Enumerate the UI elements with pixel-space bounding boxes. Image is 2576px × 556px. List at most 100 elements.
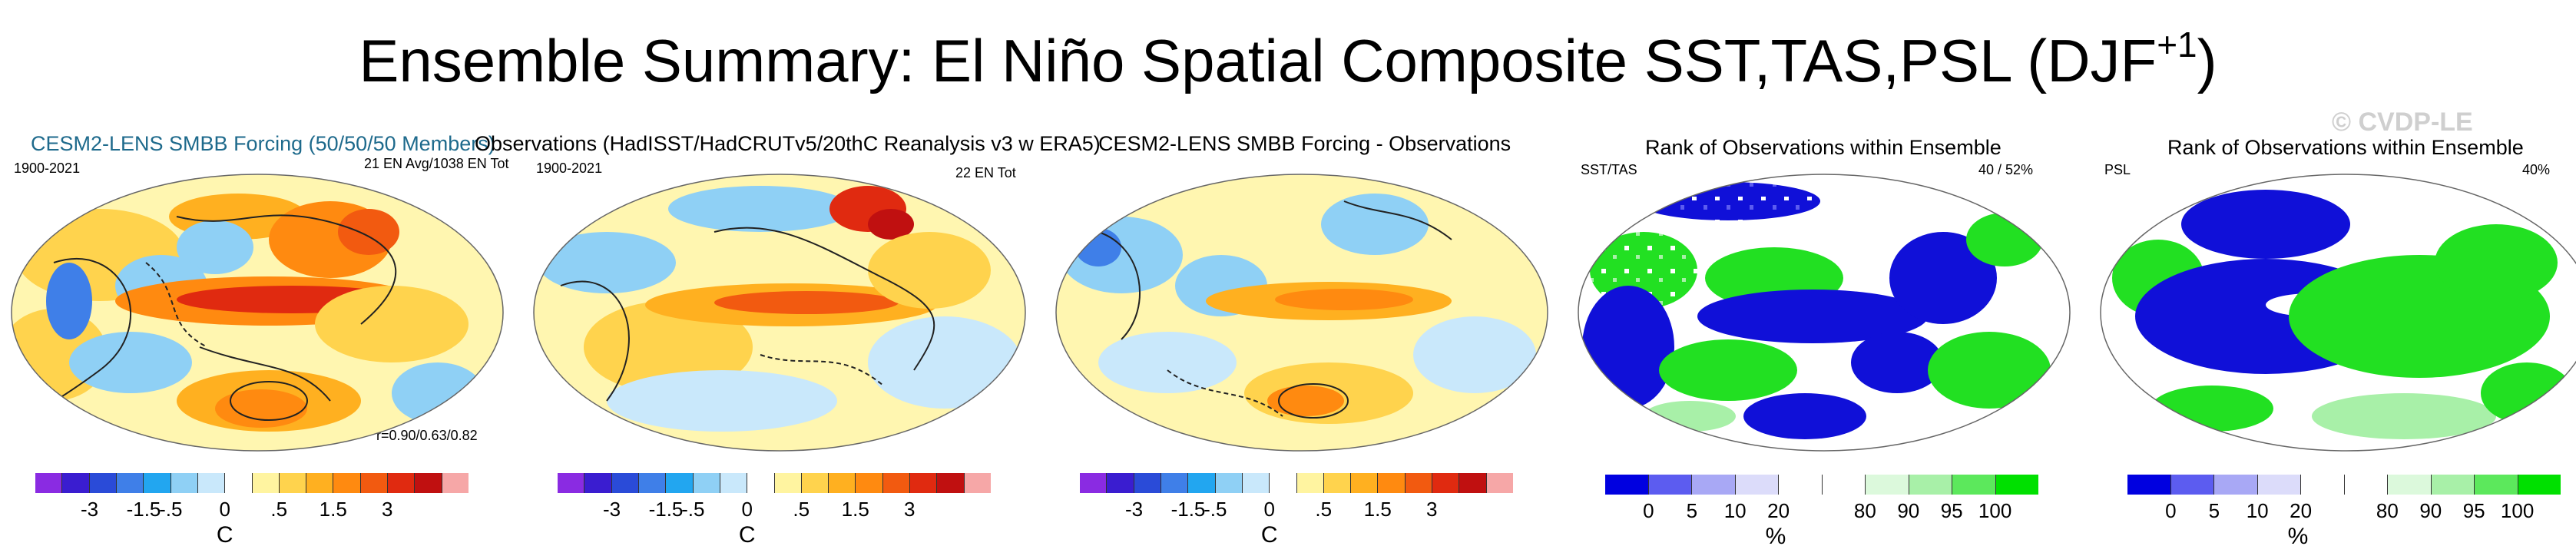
panel-1-stat: r=0.90/0.63/0.82 xyxy=(376,428,478,443)
colorbar-rank-tick: 20 xyxy=(2290,499,2313,522)
colorbar-segment xyxy=(2518,475,2561,495)
colorbar-rank-1 xyxy=(1605,475,2038,495)
colorbar-rank-unit: % xyxy=(1765,524,1786,549)
colorbar-segment xyxy=(2170,475,2214,495)
panel-2-period: 1900-2021 xyxy=(536,161,603,176)
colorbar-segment xyxy=(1995,475,2038,495)
colorbar-segment xyxy=(584,473,612,493)
colorbar-segment xyxy=(1735,475,1779,495)
panel-1-note: 21 EN Avg/1038 EN Tot xyxy=(364,156,509,171)
colorbar-segment xyxy=(1779,475,1823,495)
colorbar-rank-tick: 10 xyxy=(1723,499,1747,522)
colorbar-segment xyxy=(1378,473,1406,493)
map-rank-psl xyxy=(2100,174,2576,452)
map-observations-composite xyxy=(533,174,1026,452)
colorbar-segment xyxy=(2475,475,2518,495)
colorbar-temp-tick: -1.5 xyxy=(648,498,684,521)
colorbar-rank-tick: 5 xyxy=(2208,499,2220,522)
colorbar-temp-tick: -3 xyxy=(80,498,99,521)
colorbar-temp-tick: 3 xyxy=(904,498,916,521)
colorbar-temp-tick: -.5 xyxy=(159,498,183,521)
colorbar-temp-tick: 1.5 xyxy=(319,498,347,521)
panel-1-title: CESM2-LENS SMBB Forcing (50/50/50 Member… xyxy=(31,132,495,155)
colorbar-segment xyxy=(1405,473,1433,493)
colorbar-segment xyxy=(882,473,911,493)
colorbar-temp-tick: -3 xyxy=(1124,498,1144,521)
colorbar-segment xyxy=(1188,473,1216,493)
colorbar-rank-tick: 0 xyxy=(2165,499,2177,522)
colorbar-segment xyxy=(801,473,829,493)
colorbar-temp-unit: C xyxy=(216,522,233,548)
map-rank-sst-tas xyxy=(1578,174,2071,452)
colorbar-segment xyxy=(1909,475,1952,495)
colorbar-rank-tick: 95 xyxy=(1940,499,1963,522)
colorbar-segment xyxy=(638,473,667,493)
colorbar-temp-tick: -.5 xyxy=(681,498,705,521)
colorbar-segment xyxy=(279,473,307,493)
panel-5-title: Rank of Observations within Ensemble xyxy=(2167,136,2524,159)
colorbar-temp-tick: -1.5 xyxy=(1170,498,1206,521)
colorbar-segment xyxy=(1107,473,1134,493)
colorbar-segment xyxy=(1866,475,1909,495)
colorbar-segment xyxy=(774,473,802,493)
colorbar-segment xyxy=(1270,473,1297,493)
colorbar-temp-tick: .5 xyxy=(793,498,810,521)
colorbar-segment xyxy=(747,473,775,493)
colorbar-temp-tick: 1.5 xyxy=(1363,498,1392,521)
colorbar-rank-tick: 90 xyxy=(2419,499,2442,522)
colorbar-rank-tick: 80 xyxy=(2376,499,2399,522)
colorbar-segment xyxy=(116,473,144,493)
colorbar-rank-tick: 95 xyxy=(2462,499,2485,522)
colorbar-segment xyxy=(1692,475,1736,495)
watermark: © CVDP-LE xyxy=(2332,108,2473,137)
colorbar-segment xyxy=(252,473,280,493)
colorbar-segment xyxy=(611,473,639,493)
colorbar-segment xyxy=(225,473,253,493)
colorbar-temp-tick: -1.5 xyxy=(126,498,161,521)
panel-5-note: 40% xyxy=(2522,162,2551,177)
colorbar-segment xyxy=(1215,473,1243,493)
colorbar-segment xyxy=(89,473,117,493)
colorbar-segment xyxy=(35,473,63,493)
colorbar-segment xyxy=(2127,475,2171,495)
colorbar-rank-tick: 5 xyxy=(1686,499,1698,522)
colorbar-segment xyxy=(442,473,469,493)
colorbar-temp-2 xyxy=(558,473,991,493)
colorbar-segment xyxy=(856,473,883,493)
colorbar-segment xyxy=(1296,473,1324,493)
colorbar-segment xyxy=(197,473,226,493)
colorbar-temp-unit: C xyxy=(738,522,756,548)
colorbar-temp-3 xyxy=(1080,473,1513,493)
figure-title-close: ) xyxy=(2197,27,2217,94)
colorbar-segment xyxy=(171,473,198,493)
panel-4-note: 40 / 52% xyxy=(1978,162,2034,177)
figure-title-text: Ensemble Summary: El Niño Spatial Compos… xyxy=(359,27,2157,94)
colorbar-segment xyxy=(1080,473,1108,493)
colorbar-segment xyxy=(910,473,938,493)
colorbar-segment xyxy=(1134,473,1161,493)
colorbar-rank-tick: 100 xyxy=(2500,499,2535,522)
colorbar-segment xyxy=(829,473,856,493)
map-difference xyxy=(1055,174,1548,452)
colorbar-segment xyxy=(1432,473,1460,493)
colorbar-segment xyxy=(937,473,965,493)
colorbar-temp-tick: -3 xyxy=(602,498,621,521)
panel-4-label: SST/TAS xyxy=(1581,162,1637,177)
colorbar-segment xyxy=(360,473,389,493)
colorbar-segment xyxy=(693,473,720,493)
colorbar-rank-tick: 80 xyxy=(1853,499,1876,522)
colorbar-rank-tick: 0 xyxy=(1643,499,1654,522)
colorbar-segment xyxy=(666,473,694,493)
colorbar-rank-unit: % xyxy=(2287,524,2309,549)
colorbar-segment xyxy=(2388,475,2432,495)
colorbar-segment xyxy=(62,473,90,493)
colorbar-segment xyxy=(415,473,442,493)
figure-title: Ensemble Summary: El Niño Spatial Compos… xyxy=(0,18,2576,103)
colorbar-rank-tick: 90 xyxy=(1897,499,1920,522)
colorbar-segment xyxy=(2214,475,2258,495)
panel-2-note: 22 EN Tot xyxy=(955,165,1016,180)
colorbar-rank-tick: 100 xyxy=(1978,499,2012,522)
panel-4-title: Rank of Observations within Ensemble xyxy=(1645,136,2002,159)
colorbar-temp-tick: 1.5 xyxy=(841,498,869,521)
panel-1-period: 1900-2021 xyxy=(14,161,81,176)
